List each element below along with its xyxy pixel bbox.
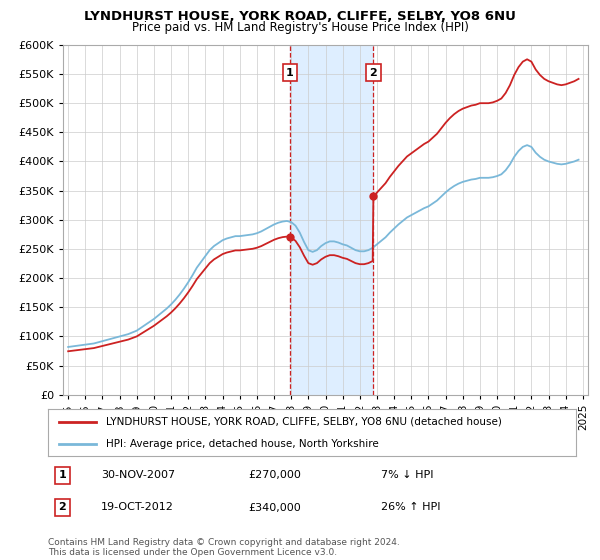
Text: 1: 1 — [59, 470, 67, 480]
Text: 1: 1 — [286, 68, 293, 78]
Text: 19-OCT-2012: 19-OCT-2012 — [101, 502, 173, 512]
Text: 30-NOV-2007: 30-NOV-2007 — [101, 470, 175, 480]
Text: LYNDHURST HOUSE, YORK ROAD, CLIFFE, SELBY, YO8 6NU: LYNDHURST HOUSE, YORK ROAD, CLIFFE, SELB… — [84, 10, 516, 23]
Text: 2: 2 — [370, 68, 377, 78]
Text: Contains HM Land Registry data © Crown copyright and database right 2024.
This d: Contains HM Land Registry data © Crown c… — [48, 538, 400, 557]
Text: £270,000: £270,000 — [248, 470, 302, 480]
Bar — [290, 45, 373, 395]
Text: Price paid vs. HM Land Registry's House Price Index (HPI): Price paid vs. HM Land Registry's House … — [131, 21, 469, 34]
Text: £340,000: £340,000 — [248, 502, 301, 512]
Text: 26% ↑ HPI: 26% ↑ HPI — [380, 502, 440, 512]
Text: 7% ↓ HPI: 7% ↓ HPI — [380, 470, 433, 480]
Text: HPI: Average price, detached house, North Yorkshire: HPI: Average price, detached house, Nort… — [106, 438, 379, 449]
Text: LYNDHURST HOUSE, YORK ROAD, CLIFFE, SELBY, YO8 6NU (detached house): LYNDHURST HOUSE, YORK ROAD, CLIFFE, SELB… — [106, 417, 502, 427]
Text: 2: 2 — [59, 502, 67, 512]
